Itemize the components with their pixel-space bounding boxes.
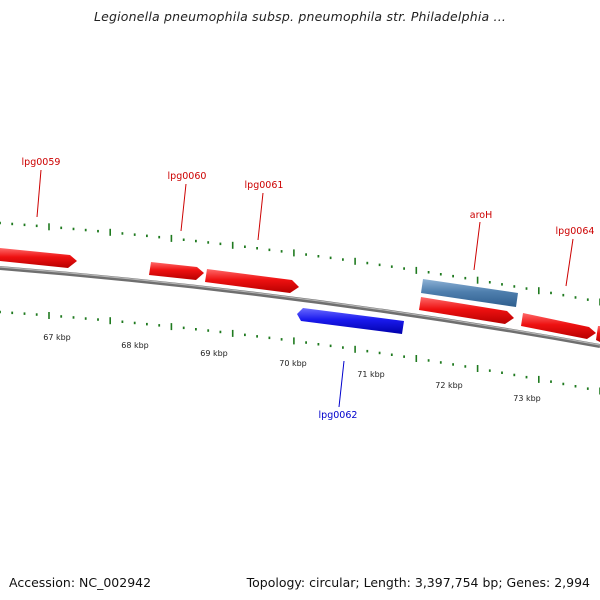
topology-summary: Topology: circular; Length: 3,397,754 bp… bbox=[246, 575, 590, 590]
tick-label-73: 73 kbp bbox=[513, 394, 541, 403]
gene-lpg0064[interactable] bbox=[521, 313, 600, 342]
gene-arrow-aroH[interactable] bbox=[419, 297, 514, 324]
map-title: Legionella pneumophila subsp. pneumophil… bbox=[93, 9, 507, 24]
gene-lpg0062[interactable] bbox=[297, 308, 404, 334]
gene-arrow-lpg0064[interactable] bbox=[521, 313, 596, 339]
genome-backbone-highlight bbox=[0, 266, 600, 346]
gene-arrow-lpg0061[interactable] bbox=[205, 269, 299, 293]
inner-tick-ring bbox=[0, 310, 600, 395]
leader-lpg0062 bbox=[338, 360, 345, 408]
label-aroH[interactable]: aroH bbox=[470, 210, 492, 221]
leader-aroH bbox=[473, 221, 481, 271]
rna-bar-aroH[interactable] bbox=[421, 279, 518, 307]
gene-arrow-next[interactable] bbox=[596, 326, 600, 342]
gene-lpg0060[interactable] bbox=[149, 262, 204, 280]
gene-arrow-lpg0060[interactable] bbox=[149, 262, 204, 280]
leader-lpg0060 bbox=[180, 183, 187, 232]
tick-label-68: 68 kbp bbox=[121, 341, 149, 350]
tick-label-67: 67 kbp bbox=[43, 333, 71, 342]
accession-text: Accession: NC_002942 bbox=[9, 575, 152, 590]
genome-backbone bbox=[0, 266, 600, 348]
leader-lpg0061 bbox=[257, 192, 264, 241]
leader-lpg0064 bbox=[565, 238, 574, 287]
gene-lpg0061[interactable] bbox=[205, 269, 299, 293]
label-lpg0059[interactable]: lpg0059 bbox=[22, 157, 61, 168]
gene-arrow-lpg0062[interactable] bbox=[297, 308, 404, 334]
label-lpg0061[interactable]: lpg0061 bbox=[245, 180, 284, 191]
outer-tick-ring bbox=[0, 221, 600, 306]
tick-label-71: 71 kbp bbox=[357, 370, 385, 379]
tick-label-69: 69 kbp bbox=[200, 349, 228, 358]
gene-lpg0059[interactable] bbox=[0, 248, 77, 268]
leader-lpg0059 bbox=[36, 169, 42, 218]
label-lpg0064[interactable]: lpg0064 bbox=[556, 226, 595, 237]
gene-arrow-lpg0059[interactable] bbox=[0, 248, 77, 268]
label-lpg0062[interactable]: lpg0062 bbox=[319, 410, 358, 421]
gene-aroH[interactable] bbox=[419, 279, 518, 324]
label-lpg0060[interactable]: lpg0060 bbox=[168, 171, 207, 182]
tick-label-70: 70 kbp bbox=[279, 359, 307, 368]
tick-label-72: 72 kbp bbox=[435, 381, 463, 390]
